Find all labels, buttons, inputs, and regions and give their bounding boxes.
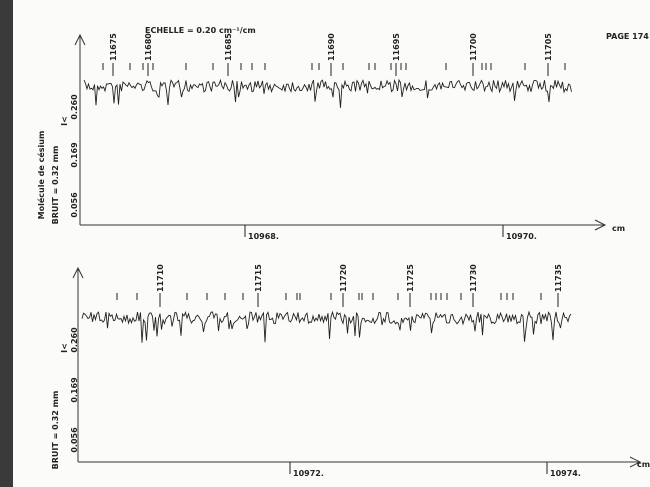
level-label: 0.056 <box>70 192 79 218</box>
level-label: 0.056 <box>70 427 79 453</box>
line-number: 11730 <box>469 264 478 292</box>
line-number: 11705 <box>544 33 553 61</box>
noise-label: BRUIT = 0.32 mm <box>51 146 60 225</box>
line-number: 11680 <box>144 33 153 61</box>
spectrum-trace <box>81 310 572 343</box>
noise-label: BRUIT = 0.32 mm <box>51 391 60 470</box>
level-label: 0.169 <box>70 142 79 168</box>
x-label: 10968. <box>248 232 279 241</box>
line-number: 11685 <box>224 33 233 61</box>
line-number: 11690 <box>327 33 336 61</box>
line-number: 11695 <box>392 33 401 61</box>
unit-label: cm <box>637 460 650 469</box>
x-label: 10972. <box>293 469 324 478</box>
page-number: PAGE 174 <box>606 32 649 41</box>
level-label: 0.260 <box>70 327 79 353</box>
unit-label: cm <box>612 224 625 233</box>
x-axis <box>78 456 642 468</box>
level-label: 0.260 <box>70 94 79 120</box>
line-number: 11715 <box>254 264 263 292</box>
line-number: 11725 <box>406 264 415 292</box>
intensity-marker: I< <box>60 343 69 353</box>
intensity-marker: I< <box>60 116 69 126</box>
y-axis <box>72 266 84 462</box>
line-number: 11735 <box>554 264 563 292</box>
y-axis <box>74 33 86 225</box>
x-label: 10970. <box>506 232 537 241</box>
line-number: 11720 <box>339 264 348 292</box>
line-number: 11710 <box>156 264 165 292</box>
spectrum-trace <box>83 78 572 108</box>
molecule-label: Molécule de césium <box>36 131 46 220</box>
line-number: 11700 <box>469 33 478 61</box>
level-label: 0.169 <box>70 377 79 403</box>
x-label: 10974. <box>550 469 581 478</box>
line-number: 11675 <box>109 33 118 61</box>
x-axis <box>80 219 607 231</box>
scan-edge <box>0 0 13 487</box>
scale-label: ECHELLE = 0.20 cm⁻¹/cm <box>145 26 256 35</box>
